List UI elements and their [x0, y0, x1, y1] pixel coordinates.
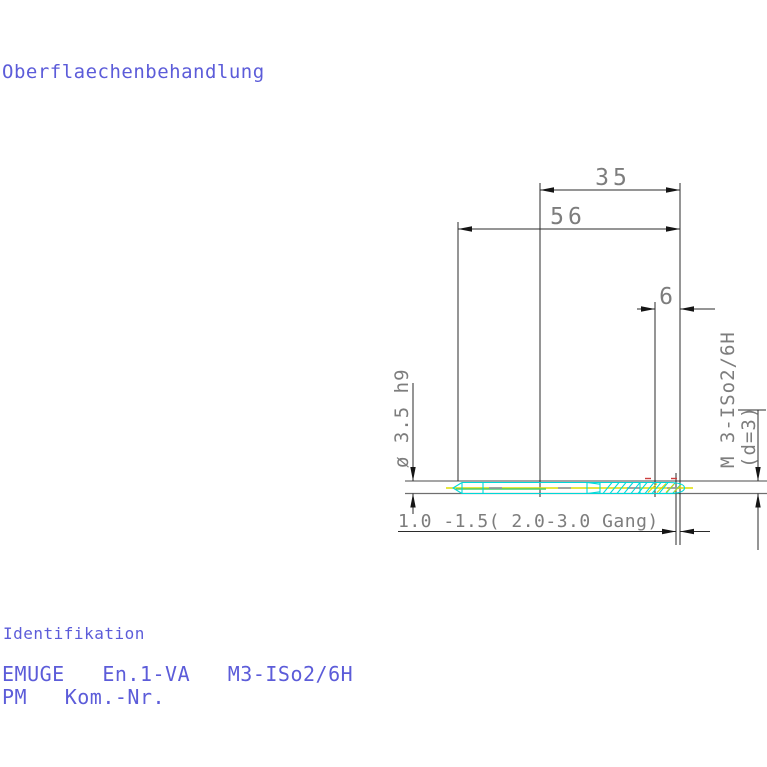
tap-outline	[451, 481, 686, 495]
identification-heading: Identifikation	[3, 624, 145, 643]
dim-lead-gang: 1.0 -1.5( 2.0-3.0 Gang)	[398, 511, 659, 532]
surface-treatment-label: Oberflaechenbehandlung	[2, 61, 265, 83]
dim-thread-section-length: 35	[595, 165, 631, 191]
identification-line2: PM Kom.-Nr.	[2, 685, 166, 709]
dim-shank-diameter: ø 3.5 h9	[391, 368, 413, 468]
dim-thread-nominal-dia: (d=3)	[738, 406, 760, 468]
dimension-lines	[398, 189, 766, 550]
dim-lead-length: 6	[659, 284, 677, 310]
identification-line1: EMUGE En.1-VA M3-ISo2/6H	[2, 662, 354, 686]
thread-hatching	[602, 477, 682, 494]
dim-overall-length: 56	[550, 204, 586, 230]
dim-thread-designation: M 3-ISo2/6H	[717, 331, 739, 468]
dimension-arrowheads	[410, 187, 761, 535]
